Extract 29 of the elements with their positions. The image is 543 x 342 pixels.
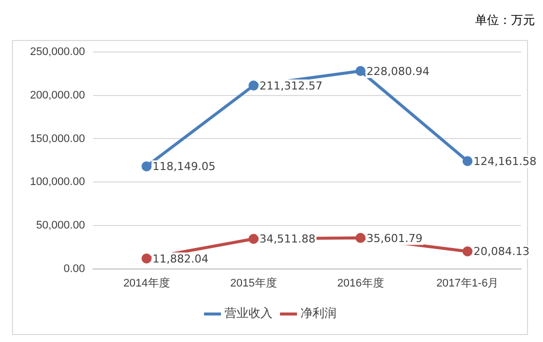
data-label: 124,161.58	[474, 154, 536, 168]
point	[356, 232, 366, 243]
y-tick-label: 250,000.00	[30, 46, 86, 58]
point	[248, 80, 259, 91]
point	[462, 246, 473, 256]
y-tick-label: 50,000.00	[36, 219, 86, 232]
legend-label: 营业收入	[224, 306, 272, 320]
x-tick-label: 2014年度	[123, 276, 170, 290]
data-label: 20,084.13	[474, 245, 530, 258]
point	[142, 253, 152, 264]
data-label: 35,601.79	[366, 232, 423, 245]
point	[248, 234, 259, 244]
point	[462, 156, 473, 166]
legend-label: 净利润	[300, 306, 336, 320]
x-tick-label: 2017年1-6月	[436, 277, 499, 290]
data-label: 118,149.05	[152, 160, 216, 174]
data-label: 211,312.57	[260, 79, 323, 92]
data-label: 34,511.88	[260, 232, 316, 246]
x-tick-label: 2015年度	[230, 276, 277, 290]
point	[142, 161, 152, 172]
data-label: 228,080.94	[366, 64, 430, 78]
data-label: 11,882.04	[152, 252, 209, 266]
y-tick-label: 200,000.00	[30, 89, 86, 102]
y-tick-label: 100,000.00	[30, 176, 86, 188]
text: 单位：万元	[475, 12, 535, 29]
point	[356, 66, 366, 76]
y-tick-label: 0.00	[64, 262, 86, 275]
x-tick-label: 2016年度	[337, 276, 384, 290]
y-tick-label: 150,000.00	[30, 132, 86, 145]
